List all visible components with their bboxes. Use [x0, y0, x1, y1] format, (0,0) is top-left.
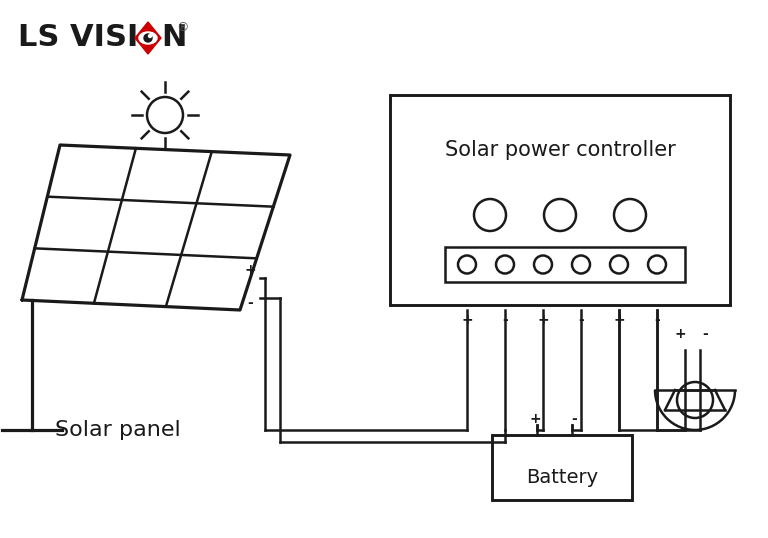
Text: +: +	[529, 412, 541, 426]
Text: Solar panel: Solar panel	[55, 420, 180, 440]
Text: N: N	[161, 24, 187, 53]
Bar	[492, 435, 632, 500]
Text: -: -	[247, 296, 253, 310]
Text: LS VISI: LS VISI	[18, 24, 138, 53]
Text: -: -	[702, 327, 708, 341]
Text: +: +	[674, 327, 686, 341]
Text: Battery: Battery	[526, 468, 598, 487]
Text: +: +	[244, 263, 256, 277]
Text: -: -	[502, 313, 508, 327]
Text: -: -	[578, 313, 584, 327]
Ellipse shape	[148, 34, 151, 38]
Polygon shape	[135, 22, 161, 54]
Text: +: +	[537, 313, 549, 327]
Text: ®: ®	[176, 22, 188, 34]
Text: -: -	[571, 412, 577, 426]
Text: -: -	[654, 313, 660, 327]
Text: +: +	[462, 313, 473, 327]
Ellipse shape	[144, 34, 152, 42]
Bar	[390, 95, 730, 305]
Bar	[445, 247, 685, 282]
Text: Solar power controller: Solar power controller	[445, 140, 675, 160]
Text: +: +	[613, 313, 625, 327]
Ellipse shape	[139, 32, 157, 44]
